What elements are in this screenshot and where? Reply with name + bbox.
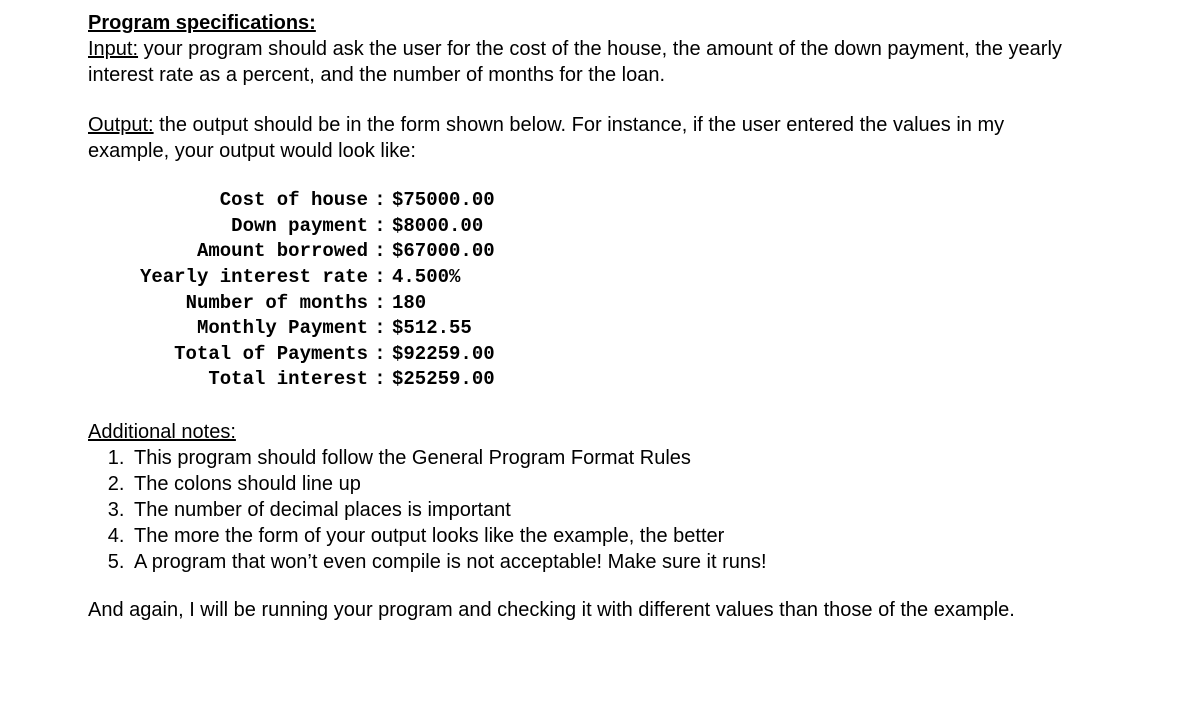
output-row: Number of months : 180: [88, 291, 1178, 317]
output-row-value: $25259.00: [392, 367, 495, 393]
input-text: your program should ask the user for the…: [88, 38, 1062, 86]
output-row-value: $92259.00: [392, 342, 495, 368]
list-item: The number of decimal places is importan…: [130, 497, 1178, 523]
output-row-colon: :: [368, 188, 392, 214]
output-row-label: Yearly interest rate: [88, 265, 368, 291]
output-row-value: $512.55: [392, 316, 472, 342]
output-row-value: $75000.00: [392, 188, 495, 214]
footer-paragraph: And again, I will be running your progra…: [88, 597, 1088, 623]
output-row: Total interest : $25259.00: [88, 367, 1178, 393]
output-row: Down payment : $8000.00: [88, 214, 1178, 240]
list-item: This program should follow the General P…: [130, 445, 1178, 471]
output-row-colon: :: [368, 214, 392, 240]
output-row-colon: :: [368, 239, 392, 265]
output-row-label: Down payment: [88, 214, 368, 240]
output-text: the output should be in the form shown b…: [88, 114, 1004, 162]
output-row-label: Monthly Payment: [88, 316, 368, 342]
output-row-colon: :: [368, 342, 392, 368]
notes-label: Additional notes:: [88, 421, 236, 443]
list-item: The more the form of your output looks l…: [130, 523, 1178, 549]
output-row: Total of Payments : $92259.00: [88, 342, 1178, 368]
output-row-label: Number of months: [88, 291, 368, 317]
output-row-value: $67000.00: [392, 239, 495, 265]
output-row-colon: :: [368, 291, 392, 317]
output-intro-block: Output: the output should be in the form…: [88, 112, 1088, 164]
output-row-label: Cost of house: [88, 188, 368, 214]
output-row-colon: :: [368, 265, 392, 291]
output-row-colon: :: [368, 367, 392, 393]
output-row: Monthly Payment : $512.55: [88, 316, 1178, 342]
spec-heading-block: Program specifications: Input: your prog…: [88, 10, 1088, 88]
output-row-value: 4.500%: [392, 265, 460, 291]
output-row-label: Amount borrowed: [88, 239, 368, 265]
output-label: Output:: [88, 114, 154, 136]
list-item: A program that won’t even compile is not…: [130, 549, 1178, 575]
notes-list: This program should follow the General P…: [88, 445, 1178, 575]
list-item: The colons should line up: [130, 471, 1178, 497]
example-output: Cost of house : $75000.00 Down payment :…: [88, 188, 1178, 393]
output-row: Amount borrowed : $67000.00: [88, 239, 1178, 265]
program-spec-heading: Program specifications:: [88, 12, 316, 34]
output-row: Yearly interest rate : 4.500%: [88, 265, 1178, 291]
output-row-value: $8000.00: [392, 214, 483, 240]
input-label: Input:: [88, 38, 138, 60]
output-row: Cost of house : $75000.00: [88, 188, 1178, 214]
output-row-label: Total of Payments: [88, 342, 368, 368]
output-row-label: Total interest: [88, 367, 368, 393]
output-row-colon: :: [368, 316, 392, 342]
additional-notes: Additional notes: This program should fo…: [88, 419, 1178, 575]
output-row-value: 180: [392, 291, 426, 317]
